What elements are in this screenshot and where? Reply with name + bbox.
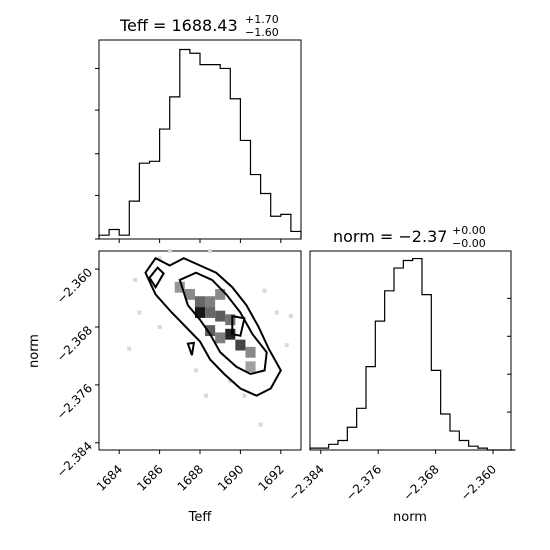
norm-title-sub: −0.00 <box>452 237 486 250</box>
density-cell <box>205 325 216 337</box>
density-sample-point <box>284 343 289 348</box>
density-cell <box>235 339 246 351</box>
density-sample-point <box>258 422 263 427</box>
teff-xtick-label: 1688 <box>175 462 206 493</box>
density-cell <box>205 307 216 318</box>
teff-norm-density <box>127 249 293 427</box>
density-cell <box>194 307 206 318</box>
density-cell <box>225 328 236 340</box>
x-axis-label-teff: Teff <box>188 510 213 525</box>
norm-xtick-label: −2.368 <box>400 462 441 503</box>
norm-title: norm = −2.37 +0.00 −0.00 <box>333 224 486 250</box>
norm-title-sup: +0.00 <box>452 224 486 237</box>
density-sample-point <box>193 368 198 373</box>
density-sample-point <box>167 249 172 253</box>
norm-histogram-step <box>309 257 516 451</box>
norm-title-main: norm = −2.37 <box>333 227 447 246</box>
teff-xtick-label: 1690 <box>215 462 246 493</box>
density-sample-point <box>242 393 247 398</box>
density-cell <box>225 314 236 326</box>
density-cell <box>194 296 206 308</box>
density-contour <box>186 341 196 356</box>
density-sample-point <box>127 346 132 351</box>
density-cell <box>245 361 256 373</box>
density-sample-point <box>204 393 209 398</box>
density-contour <box>148 266 165 290</box>
axis-ticks: 1684 1686 1688 1690 1692 −2.360 −2.368 −2.376 −2… <box>54 67 511 504</box>
teff-histogram <box>98 48 302 239</box>
density-sample-point <box>137 310 142 315</box>
x-axis-label-norm: norm <box>393 510 427 525</box>
density-contour <box>178 271 268 376</box>
teff-title-main: Teff = 1688.43 <box>119 16 238 35</box>
density-sample-point <box>133 277 138 282</box>
density-contour <box>144 256 282 397</box>
density-cell <box>174 281 185 293</box>
density-cell <box>184 288 195 300</box>
density-sample-point <box>228 379 233 384</box>
density-sample-point <box>157 324 162 329</box>
density-cell <box>215 310 226 322</box>
density-sample-point <box>288 314 293 319</box>
teff-title-sup: +1.70 <box>245 13 279 26</box>
norm-ytick-label: −2.384 <box>54 439 95 480</box>
norm-histogram <box>309 257 516 451</box>
teff-histogram-step <box>98 48 302 239</box>
density-cell <box>215 332 226 344</box>
norm-ytick-label: −2.376 <box>54 381 95 422</box>
density-sample-point <box>157 256 162 261</box>
density-cell <box>245 346 256 358</box>
density-contour <box>231 314 246 337</box>
density-cell <box>215 288 226 300</box>
teff-xtick-label: 1692 <box>255 462 286 493</box>
density-sample-point <box>262 288 267 293</box>
teff-title: Teff = 1688.43 +1.70 −1.60 <box>119 13 279 39</box>
norm-histogram-frame <box>309 250 512 451</box>
density-cell <box>205 296 216 308</box>
norm-xtick-label: −2.360 <box>458 462 499 503</box>
density-sample-point <box>274 310 279 315</box>
teff-title-sub: −1.60 <box>245 26 279 39</box>
y-axis-label-norm: norm <box>27 334 42 368</box>
norm-ytick-label: −2.360 <box>54 265 95 306</box>
norm-xtick-label: −2.384 <box>286 462 327 503</box>
density-sample-point <box>208 249 213 253</box>
norm-xtick-label: −2.376 <box>343 462 384 503</box>
norm-ytick-label: −2.368 <box>54 323 95 364</box>
teff-xtick-label: 1686 <box>134 462 165 493</box>
teff-xtick-label: 1684 <box>94 462 125 493</box>
